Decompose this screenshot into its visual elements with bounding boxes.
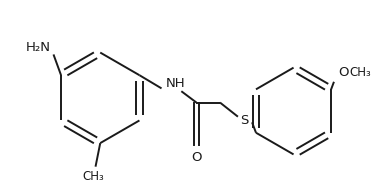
Text: O: O bbox=[191, 151, 202, 164]
Text: CH₃: CH₃ bbox=[83, 170, 104, 184]
Text: CH₃: CH₃ bbox=[349, 66, 371, 79]
Text: H₂N: H₂N bbox=[26, 41, 51, 53]
Text: S: S bbox=[240, 114, 249, 127]
Text: O: O bbox=[339, 66, 349, 79]
Text: NH: NH bbox=[166, 77, 186, 90]
